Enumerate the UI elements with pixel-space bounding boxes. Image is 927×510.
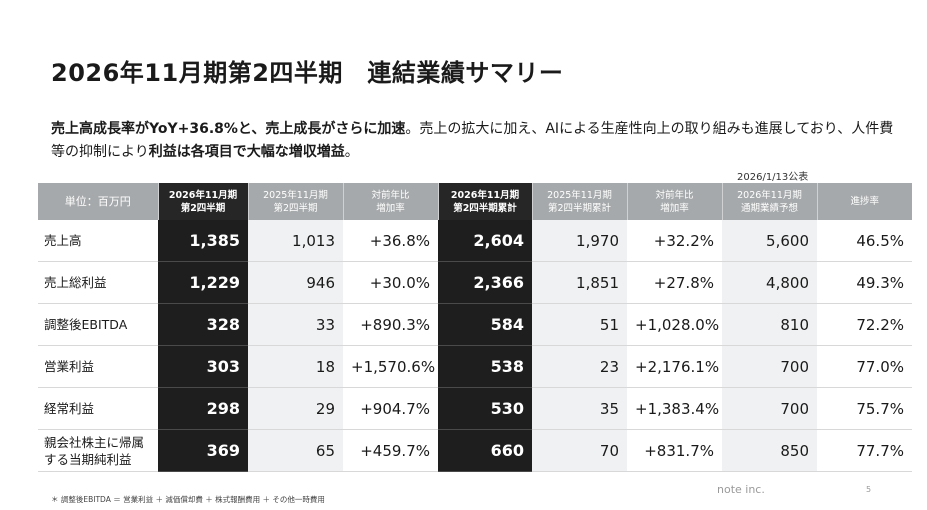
- cell-q2-previous: 1,013: [248, 220, 343, 262]
- cell-cumulative-previous: 1,970: [532, 220, 627, 262]
- summary-text: 売上高成長率がYoY+36.8%と、売上成長がさらに加速。売上の拡大に加え、AI…: [51, 118, 901, 164]
- cell-q2-current: 298: [158, 387, 248, 430]
- cell-cumulative-previous: 35: [532, 387, 627, 430]
- cell-q2-current: 1,229: [158, 261, 248, 304]
- row-label: 調整後EBITDA: [38, 303, 158, 346]
- cell-cumulative-yoy: +27.8%: [627, 261, 722, 304]
- cell-q2-current: 369: [158, 429, 248, 472]
- cell-cumulative-current: 538: [438, 345, 532, 388]
- table-row-ordinary-profit: 経常利益 298 29 +904.7% 530 35 +1,383.4% 700…: [38, 387, 912, 430]
- cell-cumulative-current: 530: [438, 387, 532, 430]
- row-label: 経常利益: [38, 387, 158, 430]
- cell-progress: 46.5%: [817, 220, 912, 262]
- header-cumulative-previous: 2025年11月期 第2四半期累計: [531, 183, 627, 220]
- company-name: note inc.: [717, 483, 765, 496]
- cell-cumulative-yoy: +2,176.1%: [627, 345, 722, 388]
- header-q2-yoy: 対前年比 増加率: [342, 183, 438, 220]
- header-full-year-forecast: 2026年11月期 通期業績予想: [721, 183, 817, 220]
- header-cumulative-current: 2026年11月期 第2四半期累計: [437, 183, 532, 220]
- table-row-adjusted-ebitda: 調整後EBITDA 328 33 +890.3% 584 51 +1,028.0…: [38, 303, 912, 346]
- cell-cumulative-previous: 70: [532, 429, 627, 472]
- financial-summary-table: 単位：百万円 2026年11月期 第2四半期 2025年11月期 第2四半期 対前年…: [38, 183, 912, 472]
- cell-progress: 49.3%: [817, 261, 912, 304]
- cell-q2-yoy: +36.8%: [343, 220, 438, 262]
- header-progress-rate: 進捗率: [816, 183, 912, 220]
- cell-cumulative-current: 584: [438, 303, 532, 346]
- cell-q2-yoy: +30.0%: [343, 261, 438, 304]
- cell-progress: 77.0%: [817, 345, 912, 388]
- cell-cumulative-current: 660: [438, 429, 532, 472]
- cell-cumulative-previous: 1,851: [532, 261, 627, 304]
- cell-progress: 72.2%: [817, 303, 912, 346]
- cell-q2-previous: 65: [248, 429, 343, 472]
- summary-highlight-growth: 売上高成長率がYoY+36.8%と、売上成長がさらに加速: [51, 121, 406, 137]
- cell-forecast: 5,600: [722, 220, 817, 262]
- page-title: 2026年11月期第2四半期 連結業績サマリー: [51, 59, 564, 87]
- cell-cumulative-yoy: +1,383.4%: [627, 387, 722, 430]
- cell-q2-previous: 946: [248, 261, 343, 304]
- page-number: 5: [866, 485, 872, 494]
- row-label: 売上総利益: [38, 261, 158, 304]
- cell-cumulative-previous: 51: [532, 303, 627, 346]
- summary-end: 。: [344, 144, 359, 160]
- table-row-net-sales: 売上高 1,385 1,013 +36.8% 2,604 1,970 +32.2…: [38, 220, 912, 262]
- cell-q2-current: 328: [158, 303, 248, 346]
- cell-forecast: 700: [722, 387, 817, 430]
- summary-highlight-profit: 利益は各項目で大幅な増収増益: [148, 144, 345, 160]
- row-label: 売上高: [38, 220, 158, 262]
- cell-q2-yoy: +1,570.6%: [343, 345, 438, 388]
- footnote-ebitda-definition: ＊ 調整後EBITDA ＝ 営業利益 ＋ 減価償却費 ＋ 株式報酬費用 ＋ その…: [51, 495, 325, 504]
- cell-cumulative-current: 2,604: [438, 220, 532, 262]
- header-cumulative-yoy: 対前年比 増加率: [626, 183, 722, 220]
- cell-q2-yoy: +904.7%: [343, 387, 438, 430]
- row-label: 親会社株主に帰属 する当期純利益: [38, 429, 158, 472]
- forecast-announcement-date: 2026/1/13公表: [737, 172, 809, 183]
- table-row-gross-profit: 売上総利益 1,229 946 +30.0% 2,366 1,851 +27.8…: [38, 261, 912, 304]
- header-unit: 単位：百万円: [38, 183, 158, 220]
- cell-q2-yoy: +890.3%: [343, 303, 438, 346]
- cell-cumulative-yoy: +831.7%: [627, 429, 722, 472]
- cell-cumulative-current: 2,366: [438, 261, 532, 304]
- cell-forecast: 850: [722, 429, 817, 472]
- cell-cumulative-yoy: +1,028.0%: [627, 303, 722, 346]
- cell-cumulative-previous: 23: [532, 345, 627, 388]
- cell-progress: 77.7%: [817, 429, 912, 472]
- row-label: 営業利益: [38, 345, 158, 388]
- cell-progress: 75.7%: [817, 387, 912, 430]
- table-header-row: 単位：百万円 2026年11月期 第2四半期 2025年11月期 第2四半期 対前年…: [38, 183, 912, 220]
- cell-q2-yoy: +459.7%: [343, 429, 438, 472]
- summary-body: 。売上の拡大に加え、AIによる生産性向上の取り組みも進展しており、人件費等の抑制…: [51, 121, 894, 160]
- cell-q2-previous: 18: [248, 345, 343, 388]
- table-row-net-income: 親会社株主に帰属 する当期純利益 369 65 +459.7% 660 70 +8…: [38, 429, 912, 472]
- cell-q2-current: 303: [158, 345, 248, 388]
- cell-cumulative-yoy: +32.2%: [627, 220, 722, 262]
- header-q2-current: 2026年11月期 第2四半期: [157, 183, 248, 220]
- cell-forecast: 700: [722, 345, 817, 388]
- cell-q2-previous: 33: [248, 303, 343, 346]
- cell-forecast: 4,800: [722, 261, 817, 304]
- cell-forecast: 810: [722, 303, 817, 346]
- table-row-operating-profit: 営業利益 303 18 +1,570.6% 538 23 +2,176.1% 7…: [38, 345, 912, 388]
- cell-q2-previous: 29: [248, 387, 343, 430]
- header-q2-previous: 2025年11月期 第2四半期: [247, 183, 343, 220]
- cell-q2-current: 1,385: [158, 220, 248, 262]
